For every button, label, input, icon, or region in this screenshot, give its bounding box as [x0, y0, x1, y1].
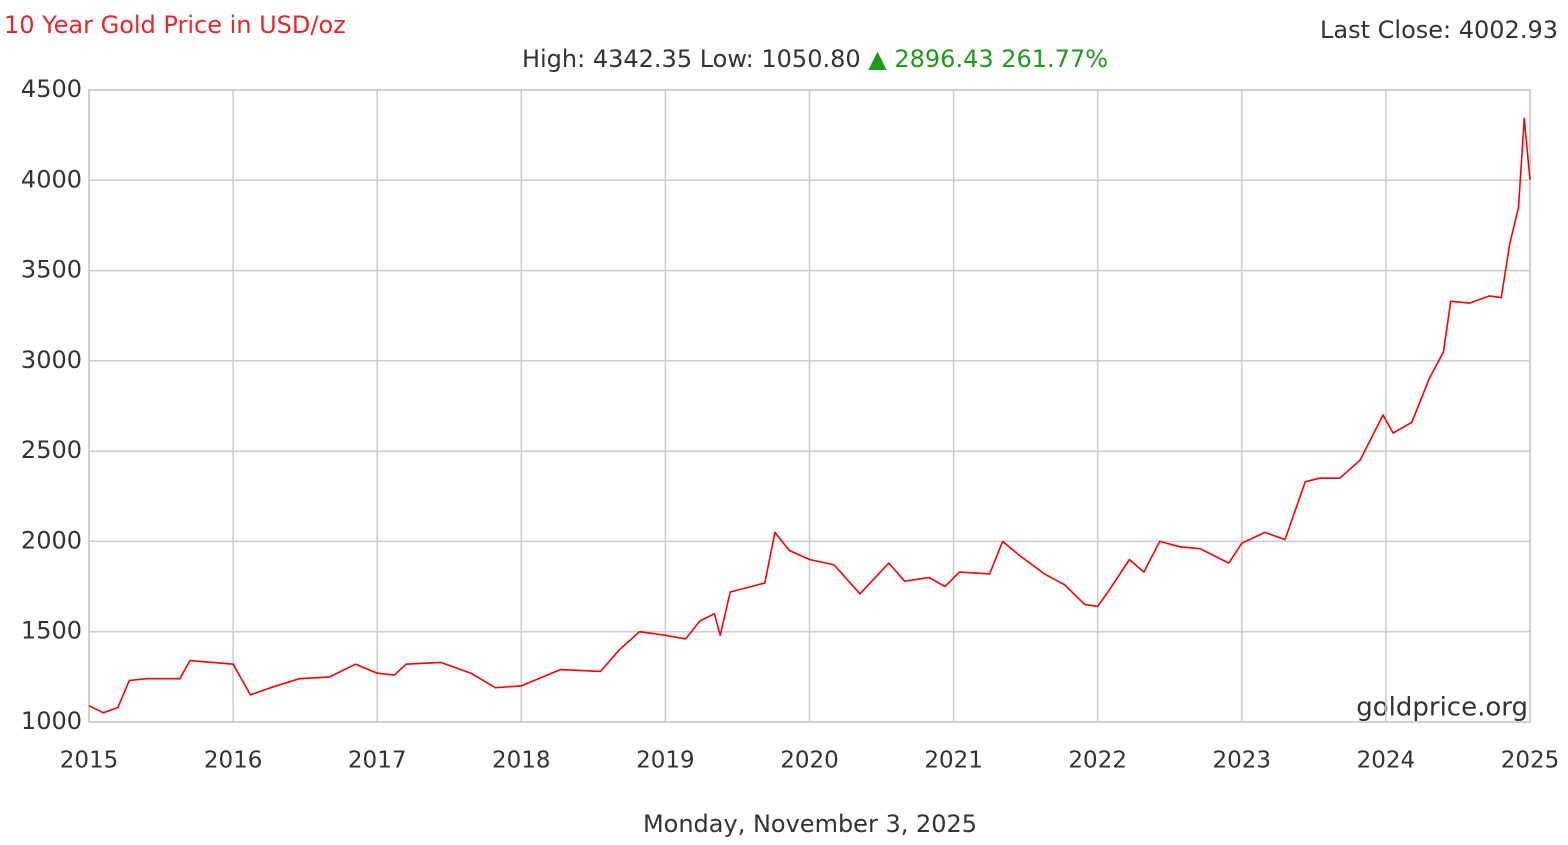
x-tick-label: 2021 — [924, 748, 983, 774]
change: ▲ 2896.43 261.77% — [868, 45, 1108, 73]
y-tick-label: 2500 — [21, 436, 82, 464]
price-line — [88, 117, 1531, 714]
x-tick-label: 2024 — [1357, 748, 1416, 774]
x-tick-label: 2025 — [1501, 748, 1560, 774]
last-close: Last Close: 4002.93 — [1320, 16, 1558, 44]
watermark: goldprice.org — [1356, 693, 1528, 723]
x-tick-label: 2016 — [204, 748, 263, 774]
x-tick-label: 2023 — [1213, 748, 1272, 774]
date: Monday, November 3, 2025 — [643, 810, 977, 838]
x-tick-label: 2022 — [1068, 748, 1127, 774]
x-tick-label: 2018 — [492, 748, 551, 774]
y-tick-label: 4500 — [21, 75, 82, 103]
y-tick-label: 4000 — [21, 165, 82, 193]
x-tick-label: 2015 — [60, 748, 119, 774]
summary: High: 4342.35 Low: 1050.80 ▲ 2896.43 261… — [522, 45, 1108, 73]
y-tick-label: 1000 — [21, 707, 82, 735]
chart-title: 10 Year Gold Price in USD/oz — [4, 11, 346, 39]
x-tick-label: 2017 — [348, 748, 407, 774]
y-tick-label: 3500 — [21, 256, 82, 284]
x-tick-label: 2019 — [636, 748, 695, 774]
high-low: High: 4342.35 Low: 1050.80 — [522, 45, 861, 73]
y-tick-label: 1500 — [21, 617, 82, 645]
x-tick-label: 2020 — [780, 748, 839, 774]
y-tick-label: 2000 — [21, 526, 82, 554]
y-tick-label: 3000 — [21, 346, 82, 374]
